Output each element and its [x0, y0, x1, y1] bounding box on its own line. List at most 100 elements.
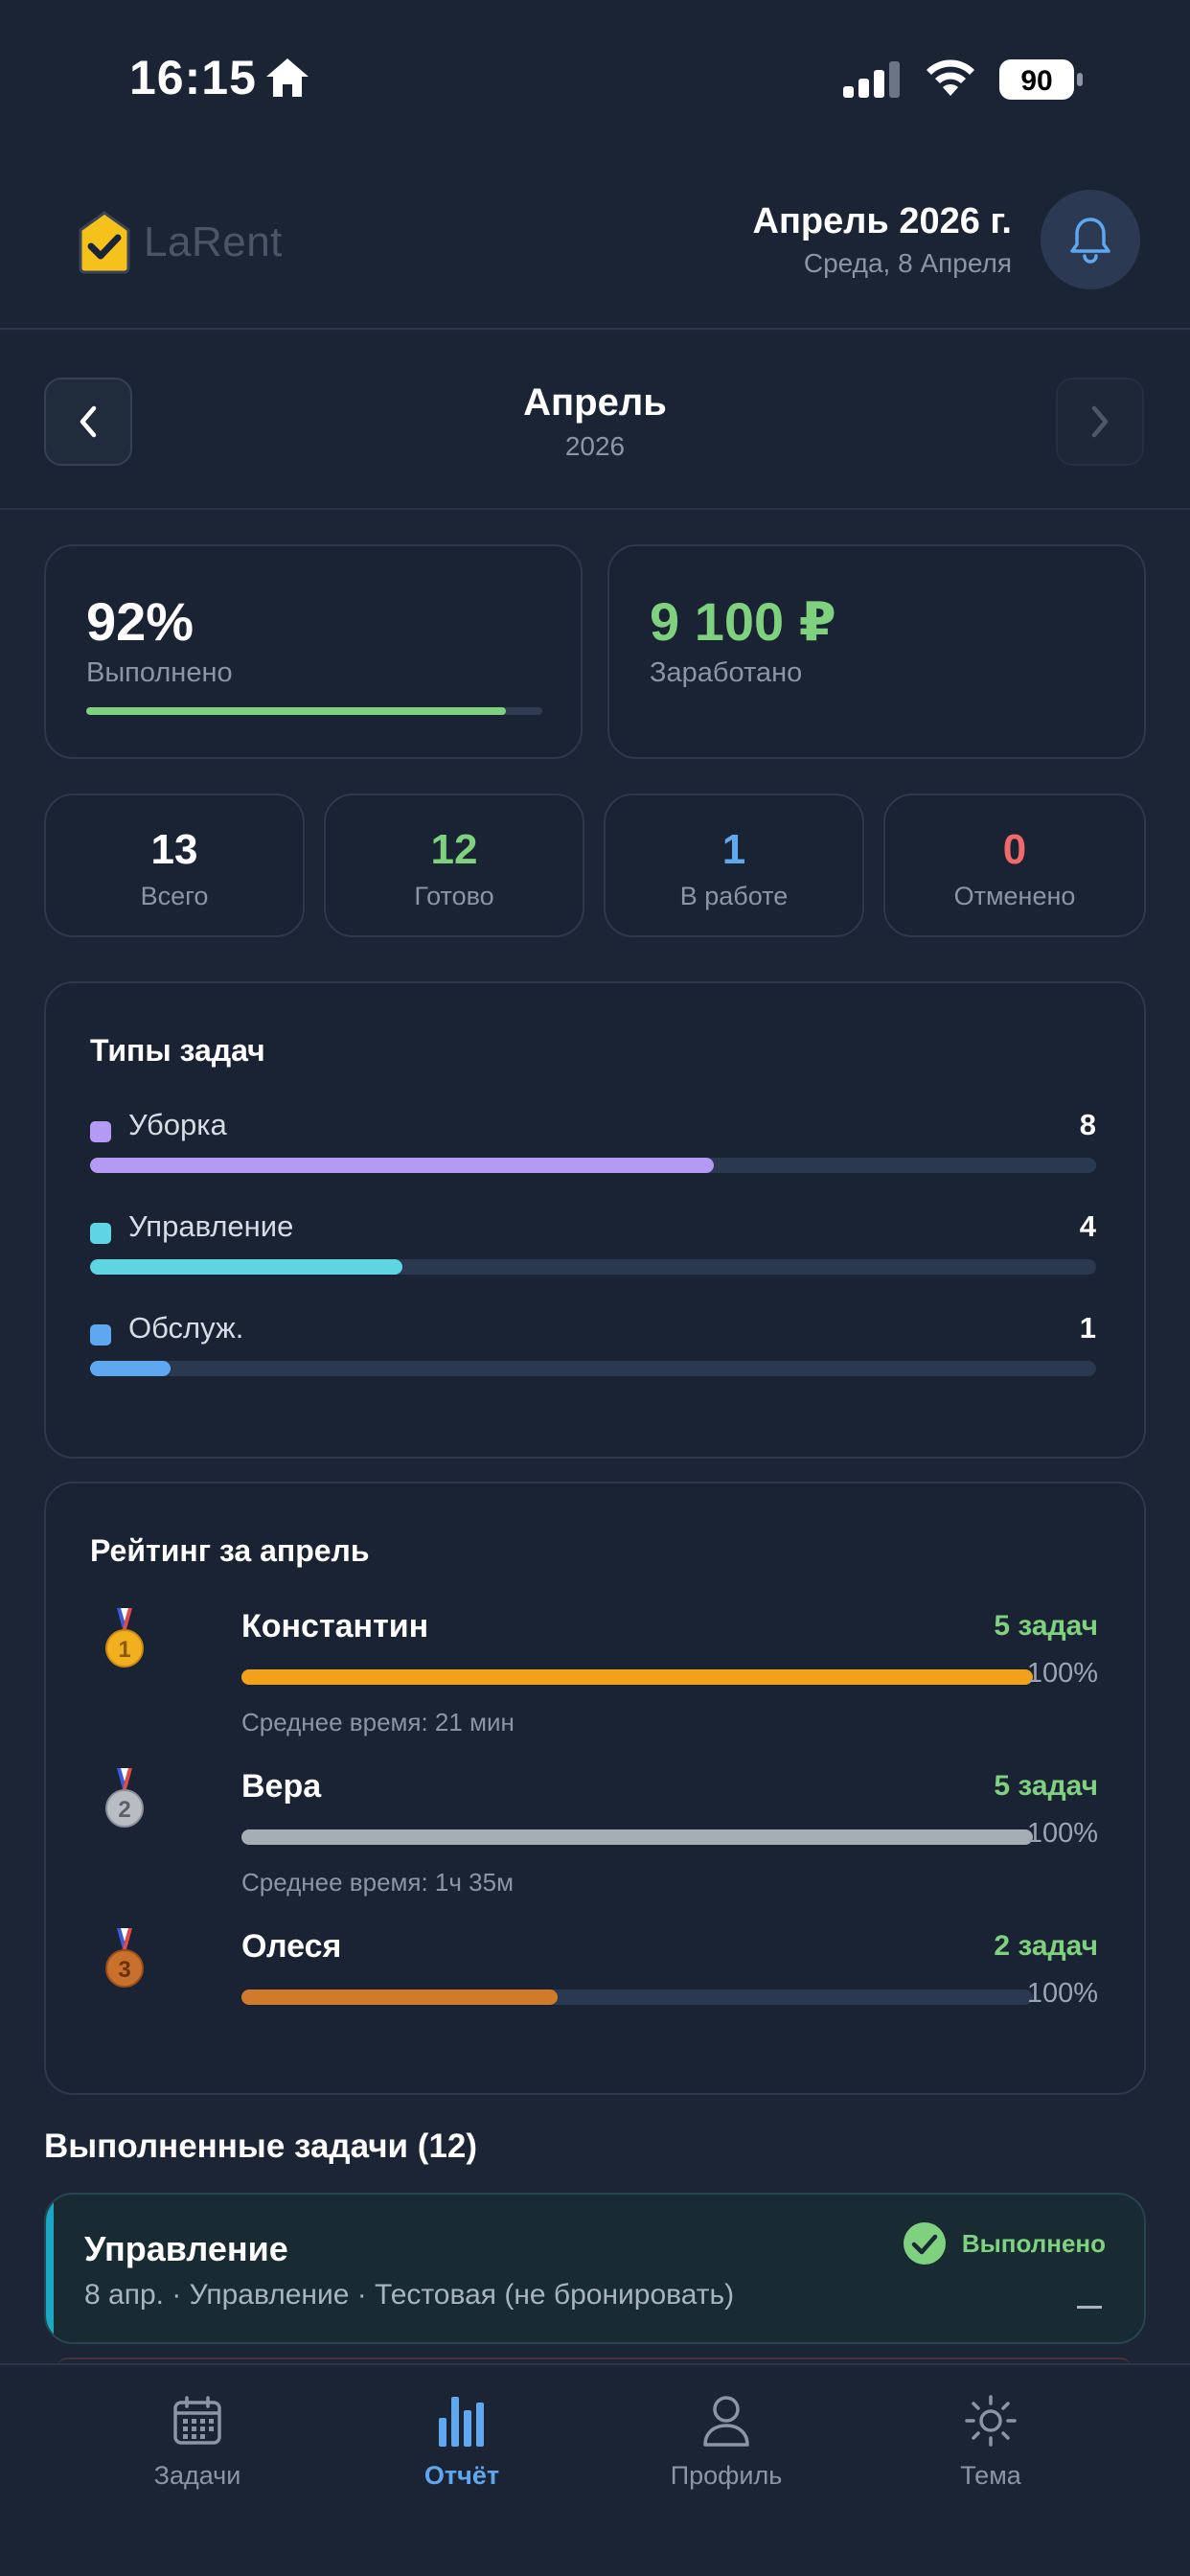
tab-label: Профиль — [670, 2461, 783, 2490]
completed-tasks-title: Выполненные задачи (12) — [44, 2128, 478, 2165]
medal-rank: 3 — [118, 1957, 130, 1983]
employee-name: Константин — [241, 1608, 429, 1644]
rating-bar-track — [241, 1990, 1033, 2005]
task-status-text: Выполнено — [961, 2228, 1106, 2258]
count-value: 12 — [430, 826, 478, 873]
completion-progress — [86, 707, 542, 715]
month-year: 2026 — [564, 431, 626, 461]
employee-percent: 100% — [1026, 1818, 1098, 1849]
silver-medal-icon: 2 — [103, 1768, 146, 1834]
rating-bar-fill — [241, 1990, 559, 2005]
chevron-right-icon — [1091, 405, 1109, 438]
tab-theme[interactable]: Тема — [895, 2392, 1087, 2491]
count-value: 0 — [1002, 826, 1027, 873]
employee-task-count: 2 задач — [994, 1930, 1098, 1962]
medal-rank: 2 — [118, 1797, 130, 1823]
tab-label: Отчёт — [423, 2461, 500, 2490]
check-circle-icon — [903, 2222, 946, 2265]
type-bar-fill — [90, 1259, 402, 1275]
logo-house-check-icon — [79, 211, 130, 274]
bronze-medal-icon: 3 — [103, 1928, 146, 1994]
employee-avg-time: Среднее время: 1ч 35м — [241, 1868, 514, 1897]
count-label: Всего — [140, 882, 209, 910]
count-card-in-progress: 1 В работе — [604, 794, 864, 937]
type-name: Уборка — [128, 1108, 227, 1141]
rating-bar-fill — [241, 1829, 1033, 1845]
next-month-button[interactable] — [1056, 378, 1144, 466]
medal-rank: 1 — [118, 1637, 130, 1663]
bar-chart-icon — [366, 2392, 558, 2450]
employee-task-count: 5 задач — [994, 1610, 1098, 1642]
type-bar-track — [90, 1158, 1096, 1173]
employee-percent: 100% — [1026, 1978, 1098, 2009]
count-value: 1 — [721, 826, 746, 873]
earned-card: 9 100 ₽ Заработано — [607, 544, 1146, 759]
completion-progress-fill — [86, 707, 506, 715]
gold-medal-icon: 1 — [103, 1608, 146, 1674]
month-title: Апрель — [523, 381, 667, 424]
completion-value: 92% — [86, 591, 195, 652]
count-card-total: 13 Всего — [44, 794, 305, 937]
task-name: Управление — [84, 2229, 288, 2268]
logo-text: LaRent — [144, 218, 283, 265]
logo: LaRent — [77, 211, 283, 274]
earned-value: 9 100 ₽ — [650, 591, 836, 652]
prev-month-button[interactable] — [44, 378, 132, 466]
status-bar: 16:15 90 — [0, 0, 1190, 163]
completion-label: Выполнено — [86, 657, 233, 688]
rating-bar-track — [241, 1829, 1033, 1845]
type-name: Обслуж. — [128, 1311, 244, 1345]
rating-title: Рейтинг за апрель — [90, 1533, 370, 1568]
bottom-tab-bar: Задачи Отчёт Профиль — [0, 2363, 1190, 2576]
completion-card: 92% Выполнено — [44, 544, 583, 759]
battery-level: 90 — [1020, 65, 1052, 97]
count-card-cancelled: 0 Отменено — [883, 794, 1146, 937]
employee-avg-time: Среднее время: 21 мин — [241, 1708, 515, 1736]
date-subtitle: Среда, 8 Апреля — [803, 248, 1012, 278]
signal-icon — [841, 61, 904, 103]
notifications-button[interactable] — [1041, 190, 1140, 289]
employee-percent: 100% — [1026, 1658, 1098, 1689]
home-icon — [263, 56, 311, 104]
earned-label: Заработано — [650, 657, 803, 688]
date-title: Апрель 2026 г. — [752, 201, 1012, 242]
type-name: Управление — [128, 1209, 294, 1243]
rating-card: Рейтинг за апрель 1 Константин 5 задач 1… — [44, 1482, 1146, 2095]
tab-label: Задачи — [153, 2461, 241, 2490]
count-label: Отменено — [953, 882, 1076, 910]
task-types-title: Типы задач — [90, 1033, 265, 1068]
employee-task-count: 5 задач — [994, 1770, 1098, 1802]
collapse-icon[interactable] — [1077, 2306, 1102, 2309]
chevron-left-icon — [80, 405, 97, 438]
employee-name: Вера — [241, 1768, 322, 1805]
tab-profile[interactable]: Профиль — [630, 2392, 822, 2491]
count-label: Готово — [414, 882, 494, 910]
type-count: 8 — [1079, 1108, 1096, 1141]
count-card-done: 12 Готово — [324, 794, 584, 937]
app-header: LaRent Апрель 2026 г. Среда, 8 Апреля — [0, 163, 1190, 330]
type-color-swatch — [90, 1223, 111, 1244]
task-meta: 8 апр. · Управление · Тестовая (не брони… — [84, 2279, 735, 2311]
month-navigation: Апрель 2026 — [0, 332, 1190, 510]
type-bar-fill — [90, 1158, 714, 1173]
completed-task-card[interactable]: Управление 8 апр. · Управление · Тестова… — [44, 2193, 1146, 2344]
tab-tasks[interactable]: Задачи — [102, 2392, 293, 2491]
tab-report[interactable]: Отчёт — [366, 2392, 558, 2491]
employee-name: Олеся — [241, 1928, 342, 1965]
next-task-card-edge — [57, 2358, 1131, 2367]
type-color-swatch — [90, 1324, 111, 1346]
type-bar-fill — [90, 1361, 171, 1376]
type-color-swatch — [90, 1121, 111, 1142]
calendar-icon — [102, 2392, 293, 2450]
sun-icon — [895, 2392, 1087, 2450]
count-label: В работе — [679, 882, 789, 910]
type-count: 4 — [1079, 1209, 1096, 1243]
type-bar-track — [90, 1361, 1096, 1376]
current-date: Апрель 2026 г. Среда, 8 Апреля — [753, 201, 1012, 279]
status-time: 16:15 — [129, 51, 257, 104]
rating-bar-track — [241, 1669, 1033, 1685]
type-bar-track — [90, 1259, 1096, 1275]
person-icon — [630, 2392, 822, 2450]
type-count: 1 — [1079, 1311, 1096, 1345]
rating-bar-fill — [241, 1669, 1033, 1685]
